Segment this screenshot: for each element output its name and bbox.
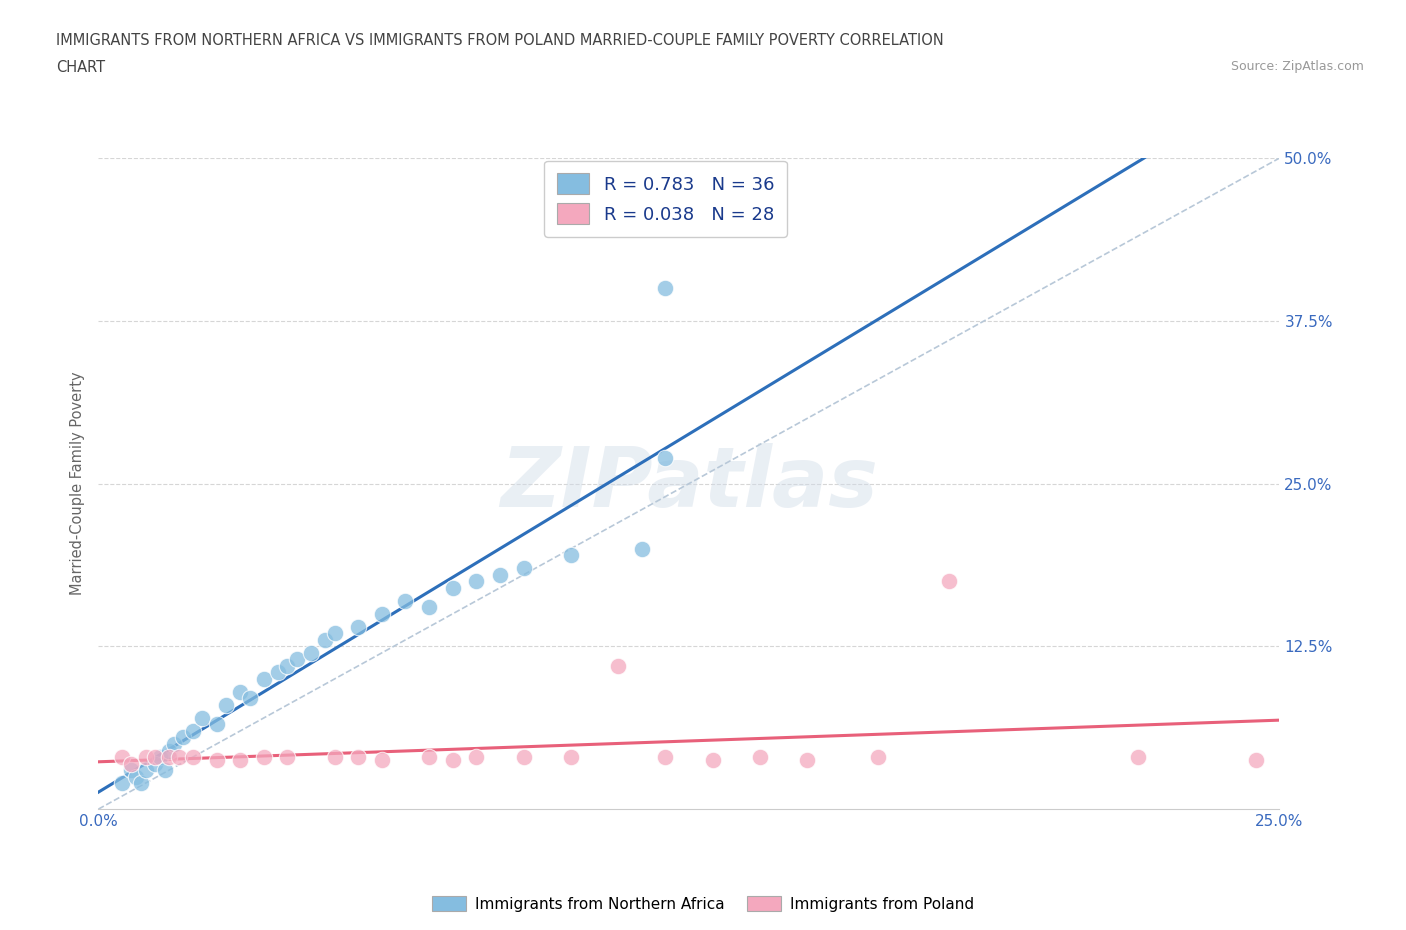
Point xyxy=(253,671,276,686)
Point xyxy=(229,684,252,699)
Point xyxy=(347,619,370,634)
Point xyxy=(157,750,180,764)
Point xyxy=(394,593,416,608)
Y-axis label: Married-Couple Family Poverty: Married-Couple Family Poverty xyxy=(70,372,86,595)
Point xyxy=(111,750,134,764)
Point xyxy=(299,645,322,660)
Point xyxy=(418,750,440,764)
Point xyxy=(167,750,190,764)
Point xyxy=(267,665,290,680)
Text: IMMIGRANTS FROM NORTHERN AFRICA VS IMMIGRANTS FROM POLAND MARRIED-COUPLE FAMILY : IMMIGRANTS FROM NORTHERN AFRICA VS IMMIG… xyxy=(56,33,943,47)
Point xyxy=(323,626,346,641)
Point xyxy=(157,743,180,758)
Point xyxy=(172,730,194,745)
Point xyxy=(702,752,724,767)
Point xyxy=(163,737,186,751)
Point xyxy=(630,541,652,556)
Point xyxy=(205,717,228,732)
Point xyxy=(205,752,228,767)
Point xyxy=(796,752,818,767)
Point xyxy=(111,776,134,790)
Point xyxy=(465,574,488,589)
Point xyxy=(560,548,582,563)
Point xyxy=(121,756,143,771)
Point xyxy=(512,561,534,576)
Point xyxy=(465,750,488,764)
Point xyxy=(654,281,676,296)
Point xyxy=(125,769,148,784)
Text: Source: ZipAtlas.com: Source: ZipAtlas.com xyxy=(1230,60,1364,73)
Point xyxy=(938,574,960,589)
Point xyxy=(215,698,238,712)
Point xyxy=(560,750,582,764)
Point xyxy=(347,750,370,764)
Point xyxy=(418,600,440,615)
Point xyxy=(181,750,204,764)
Point xyxy=(135,750,157,764)
Point xyxy=(143,750,166,764)
Point xyxy=(654,450,676,465)
Point xyxy=(314,632,336,647)
Point xyxy=(1244,752,1267,767)
Point xyxy=(149,750,172,764)
Point xyxy=(512,750,534,764)
Point xyxy=(135,763,157,777)
Point xyxy=(748,750,770,764)
Point xyxy=(191,711,214,725)
Text: ZIPatlas: ZIPatlas xyxy=(501,443,877,525)
Point xyxy=(371,606,394,621)
Point xyxy=(371,752,394,767)
Point xyxy=(285,652,308,667)
Text: CHART: CHART xyxy=(56,60,105,75)
Point xyxy=(276,750,298,764)
Point xyxy=(489,567,512,582)
Point xyxy=(181,724,204,738)
Point xyxy=(121,763,143,777)
Point xyxy=(253,750,276,764)
Point xyxy=(276,658,298,673)
Point xyxy=(441,580,464,595)
Point xyxy=(1126,750,1149,764)
Point xyxy=(323,750,346,764)
Point xyxy=(229,752,252,767)
Legend: R = 0.783   N = 36, R = 0.038   N = 28: R = 0.783 N = 36, R = 0.038 N = 28 xyxy=(544,161,787,236)
Point xyxy=(441,752,464,767)
Point xyxy=(866,750,889,764)
Legend: Immigrants from Northern Africa, Immigrants from Poland: Immigrants from Northern Africa, Immigra… xyxy=(426,889,980,918)
Point xyxy=(654,750,676,764)
Point xyxy=(143,756,166,771)
Point xyxy=(239,691,262,706)
Point xyxy=(607,658,630,673)
Point xyxy=(153,763,176,777)
Point xyxy=(129,776,152,790)
